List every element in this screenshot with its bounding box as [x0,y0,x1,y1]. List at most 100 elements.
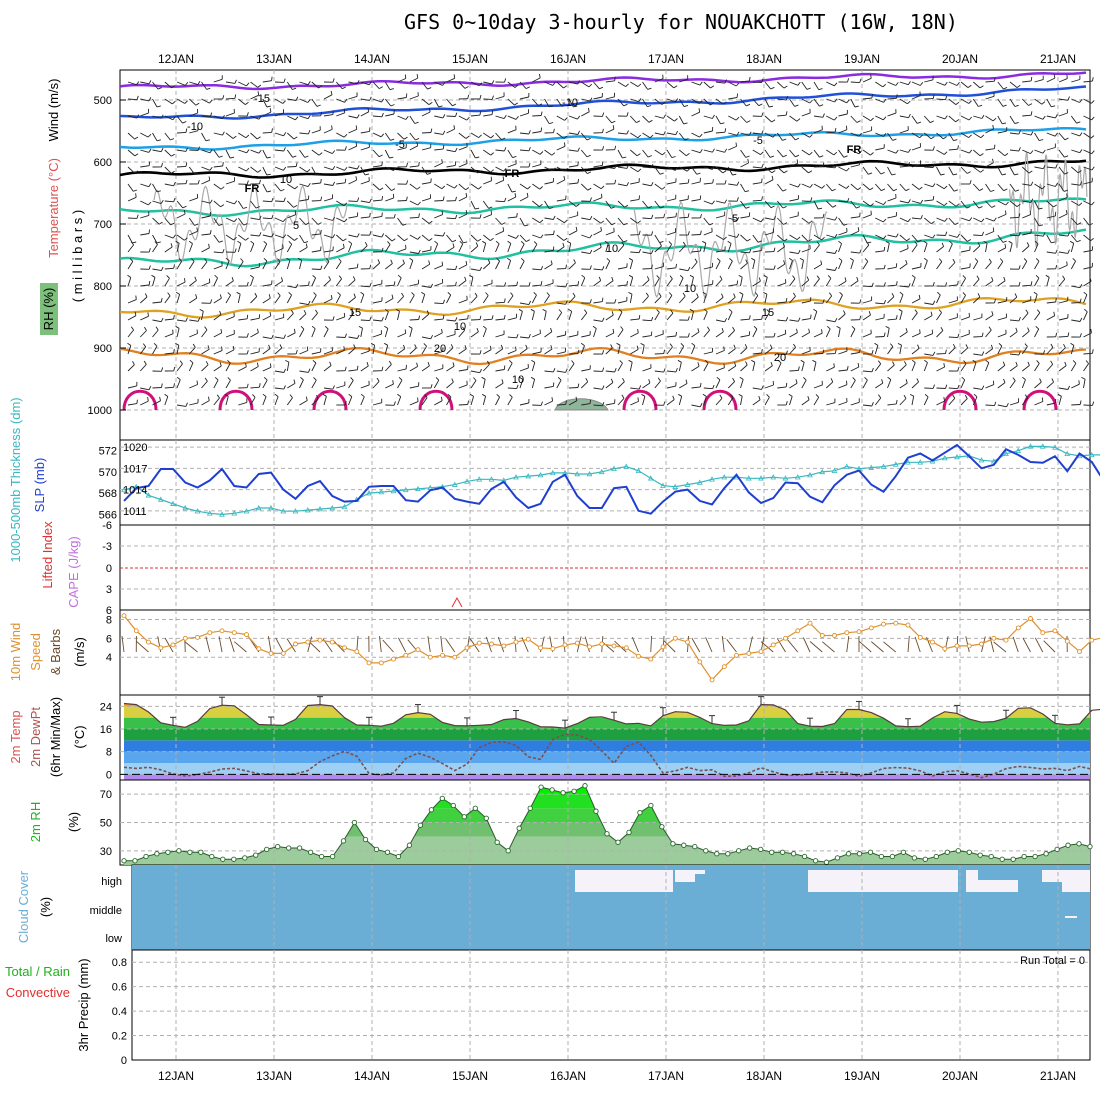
wind-barb [605,314,614,321]
wind-barb-flag [636,153,641,157]
wind-barb-flag [331,150,336,154]
wind-barb-flag [173,264,175,269]
wind-barb [348,215,358,219]
wind-barb-flag [1003,188,1008,192]
wind-barb-flag [773,332,776,338]
wind-barb [679,182,689,185]
rh-point [384,849,391,855]
wind-barb-flag [286,257,291,261]
wind-barb-flag [626,164,629,169]
wind-barb [813,384,823,389]
wind-barb [1046,147,1056,151]
wind-barb-flag [160,266,164,271]
thickness-point [1015,447,1022,453]
wind-barb-flag [289,394,293,398]
rh-point [999,856,1005,862]
wind-barb-flag [761,164,764,169]
wind-barb [152,277,156,287]
wind-barb [764,277,768,287]
wind-barb-flag [796,159,799,164]
temp-tick-label: 16 [100,724,112,736]
wind-barb [777,114,787,117]
wind-barb-flag [585,377,589,383]
wind-barb-flag [637,220,641,224]
wind-barb-flag [515,235,519,239]
wind-barb-flag [401,292,404,297]
wind-barb [813,115,823,118]
wind-barb-flag [822,299,825,304]
wind-barb [777,246,785,253]
wind-barb-flag [859,299,862,304]
wind-barb [409,145,418,151]
wind-barb [1034,277,1040,287]
wind-barb-flag [453,74,456,79]
wind-barb-flag [295,162,298,167]
wind-barb-flag [699,149,703,153]
wind-barb-flag [504,298,506,303]
date-label-bottom: 12JAN [158,1069,194,1083]
wind-barb-flag [144,293,148,298]
wind-barb-flag [542,308,547,312]
wind-barb [642,295,649,304]
wind-barb [397,115,406,120]
wind-barb [176,213,186,219]
clear-sky-gap [1062,870,1090,892]
wind-barb-flag [882,218,887,223]
pressure-tick-label: 900 [94,343,112,355]
wind-barb [1009,365,1018,372]
wind-barb [605,96,615,100]
wind-barb [630,251,640,254]
wind-barb-flag [641,393,646,397]
wind-barb-flag [874,342,879,346]
wind-barb [740,215,750,219]
wind-barb [787,639,799,653]
wind-barb-flag [1030,150,1034,154]
wind-barb [1034,328,1040,338]
rh-point [286,845,292,851]
rh-point [648,802,654,809]
wind-barb-flag [300,376,304,381]
wind-barb [948,347,956,355]
wind-barb [544,282,554,287]
wind-barb-flag [356,233,360,238]
wind-barb-flag [763,274,768,278]
wind-barb [703,217,710,226]
wind-barb-flag [1091,100,1095,104]
wind-barb [213,115,223,120]
wind-barb-flag [612,328,615,334]
wind-barb [1009,234,1020,237]
wind-barb [740,80,750,83]
thickness-point [145,492,152,498]
wind-barb-flag [1079,181,1083,186]
wind-barb [1083,234,1091,242]
rh-tick-label: 70 [100,789,112,801]
wind-barb [1009,81,1018,88]
wind-barb [188,166,195,175]
wind-barb [960,363,967,372]
wind-barb-flag [240,258,244,262]
wind-barb [764,98,770,108]
wind-barb [1083,217,1090,226]
wind-barb-flag [623,240,628,243]
wind-barb [1058,196,1068,202]
wind-barb [985,162,994,168]
wind-barb [531,98,539,106]
wind-barb [728,115,737,121]
wind-barb-flag [943,397,946,402]
wind-barb-flag [369,96,372,101]
wind-barb [164,217,171,226]
wind-barb [152,301,162,304]
wind-barb [923,396,929,406]
wind-barb-flag [188,240,193,244]
wind-barb [262,183,268,193]
wind-barb [1022,183,1032,186]
wind-barb [458,146,468,151]
wind-barb [826,402,836,406]
wind-barb [593,81,600,90]
wind-barb-flag [283,166,287,171]
isotherm-20 [119,346,1087,366]
wind-barb-flag [1018,265,1021,270]
wind-barb-flag [1023,258,1028,262]
wind-barb-flag [782,189,787,192]
wind-barb-flag [1051,105,1056,108]
